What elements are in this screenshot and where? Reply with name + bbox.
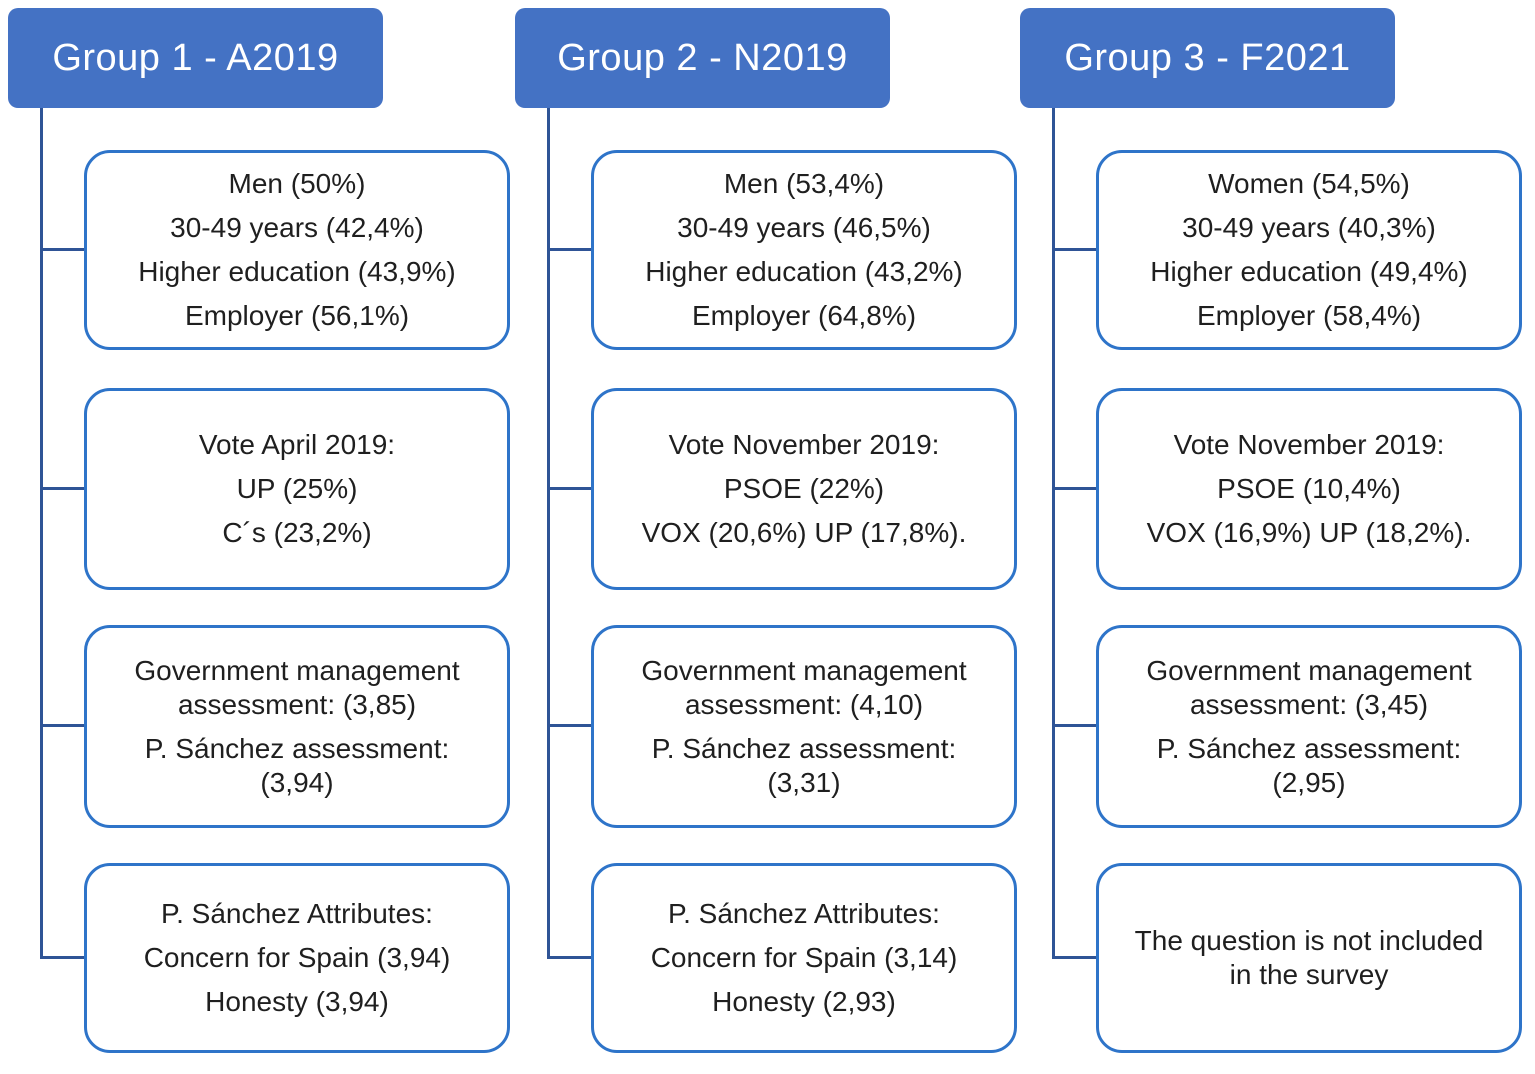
text-line: UP (25%) [236, 473, 358, 504]
group-1-attributes-box: P. Sánchez Attributes: Concern for Spain … [84, 863, 510, 1053]
text-line: assessment: (3,45) [1189, 688, 1429, 720]
group-3-vote-box: Vote November 2019: PSOE (10,4%) VOX (16,9… [1096, 388, 1522, 590]
text-line: P. Sánchez Attributes: [161, 898, 433, 929]
text-line: assessment: (3,85) [177, 688, 417, 720]
group-3-note-box: The question is not included in the surve… [1096, 863, 1522, 1053]
text-line: Higher education (49,4%) [1150, 256, 1468, 287]
text-line: (3,31) [767, 766, 841, 798]
text-line: P. Sánchez assessment: [144, 732, 450, 764]
text-line: Honesty (3,94) [205, 986, 389, 1017]
text-line: Vote November 2019: [1173, 429, 1445, 460]
text-line: in the survey [1229, 959, 1389, 990]
text-line: Employer (64,8%) [691, 300, 917, 331]
group-3-connector-vertical-line [1052, 108, 1055, 959]
text-line: VOX (20,6%) UP (17,8%). [641, 517, 967, 548]
group-2-connector-stub-demographics [547, 248, 593, 251]
group-2-connector-stub-vote [547, 487, 593, 490]
text-line: (3,94) [260, 766, 334, 798]
text-line: P. Sánchez Attributes: [668, 898, 940, 929]
group-1-connector-stub-assessment [40, 724, 86, 727]
text-line: Vote April 2019: [198, 429, 396, 460]
text-line: 30-49 years (46,5%) [677, 212, 931, 243]
group-3-column: Group 3 - F2021 Women (54,5%) 30-49 years… [1020, 0, 1535, 1074]
text-line: Vote November 2019: [668, 429, 940, 460]
text-line: 30-49 years (40,3%) [1182, 212, 1436, 243]
text-line: P. Sánchez assessment: [1156, 732, 1462, 764]
text-line: Government management [134, 654, 460, 686]
text-line: Honesty (2,93) [712, 986, 896, 1017]
text-line: Higher education (43,2%) [645, 256, 963, 287]
group-1-demographics-box: Men (50%) 30-49 years (42,4%) Higher educa… [84, 150, 510, 350]
group-1-title: Group 1 - A2019 [52, 36, 339, 79]
group-2-attributes-box: P. Sánchez Attributes: Concern for Spain … [591, 863, 1017, 1053]
group-1-header: Group 1 - A2019 [8, 8, 383, 108]
group-1-connector-stub-demographics [40, 248, 86, 251]
group-1-connector-vertical-line [40, 108, 43, 959]
group-3-title: Group 3 - F2021 [1064, 36, 1351, 79]
text-line: PSOE (22%) [723, 473, 885, 504]
text-line: 30-49 years (42,4%) [170, 212, 424, 243]
group-2-vote-box: Vote November 2019: PSOE (22%) VOX (20,6%)… [591, 388, 1017, 590]
group-3-connector-stub-demographics [1052, 248, 1098, 251]
text-line: Government management [641, 654, 967, 686]
group-2-connector-stub-assessment [547, 724, 593, 727]
text-line: Women (54,5%) [1208, 168, 1410, 199]
text-line: Employer (58,4%) [1196, 300, 1422, 331]
group-1-connector-stub-vote [40, 487, 86, 490]
text-line: Concern for Spain (3,14) [650, 942, 958, 973]
group-1-column: Group 1 - A2019 Men (50%) 30-49 years (42… [8, 0, 523, 1074]
group-3-connector-stub-assessment [1052, 724, 1098, 727]
group-2-demographics-box: Men (53,4%) 30-49 years (46,5%) Higher edu… [591, 150, 1017, 350]
text-line: Concern for Spain (3,94) [143, 942, 451, 973]
group-1-connector-stub-attributes [40, 956, 86, 959]
text-line: Men (50%) [228, 168, 366, 199]
group-2-connector-vertical-line [547, 108, 550, 959]
text-line: Government management [1146, 654, 1472, 686]
text-line: Employer (56,1%) [184, 300, 410, 331]
group-2-column: Group 2 - N2019 Men (53,4%) 30-49 years (… [515, 0, 1030, 1074]
text-line: C´s (23,2%) [222, 517, 372, 548]
group-3-connector-stub-vote [1052, 487, 1098, 490]
text-line: assessment: (4,10) [684, 688, 924, 720]
group-2-connector-stub-attributes [547, 956, 593, 959]
text-line: PSOE (10,4%) [1217, 473, 1401, 504]
group-2-header: Group 2 - N2019 [515, 8, 890, 108]
text-line: P. Sánchez assessment: [651, 732, 957, 764]
text-line: Men (53,4%) [723, 168, 885, 199]
group-2-assessment-box: Government management assessment: (4,10) P… [591, 625, 1017, 828]
group-3-demographics-box: Women (54,5%) 30-49 years (40,3%) Higher e… [1096, 150, 1522, 350]
group-1-vote-box: Vote April 2019: UP (25%) C´s (23,2%) [84, 388, 510, 590]
group-2-title: Group 2 - N2019 [557, 36, 848, 79]
text-line: Higher education (43,9%) [138, 256, 456, 287]
group-1-assessment-box: Government management assessment: (3,85) P… [84, 625, 510, 828]
group-3-connector-stub-note [1052, 956, 1098, 959]
text-line: VOX (16,9%) UP (18,2%). [1146, 517, 1472, 548]
group-3-assessment-box: Government management assessment: (3,45) P… [1096, 625, 1522, 828]
text-line: The question is not included [1134, 925, 1484, 956]
text-line: (2,95) [1272, 766, 1346, 798]
group-3-header: Group 3 - F2021 [1020, 8, 1395, 108]
